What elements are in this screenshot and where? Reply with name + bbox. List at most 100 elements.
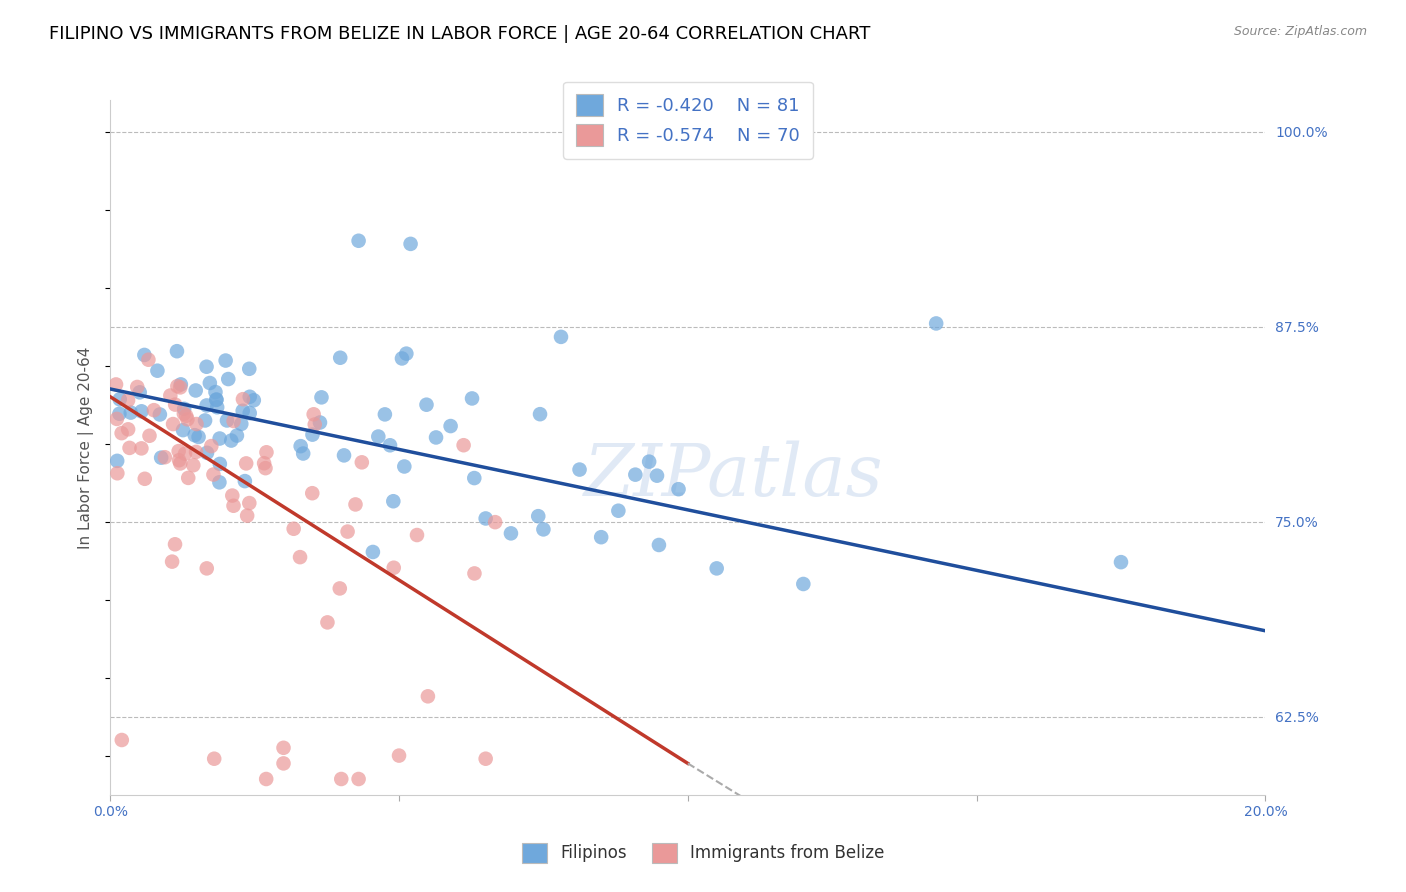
Point — [399, 236, 422, 251]
Point — [231, 417, 253, 431]
Point — [463, 471, 485, 485]
Text: Source: ZipAtlas.com: Source: ZipAtlas.com — [1233, 25, 1367, 38]
Point — [195, 446, 218, 460]
Point — [187, 430, 209, 444]
Point — [138, 429, 160, 443]
Point — [425, 430, 447, 444]
Point — [134, 348, 156, 362]
Point — [177, 471, 200, 485]
Point — [254, 461, 277, 475]
Text: FILIPINO VS IMMIGRANTS FROM BELIZE IN LABOR FORCE | AGE 20-64 CORRELATION CHART: FILIPINO VS IMMIGRANTS FROM BELIZE IN LA… — [49, 25, 870, 43]
Point — [474, 752, 496, 766]
Point — [347, 234, 370, 248]
Point — [406, 528, 429, 542]
Point — [453, 438, 475, 452]
Point — [304, 417, 326, 432]
Point — [117, 422, 139, 436]
Point — [416, 690, 439, 704]
Point — [329, 351, 352, 365]
Point — [301, 486, 323, 500]
Point — [195, 561, 218, 575]
Point — [127, 380, 149, 394]
Point — [463, 566, 485, 581]
Point — [142, 403, 165, 417]
Point — [205, 392, 228, 407]
Point — [316, 615, 339, 630]
Point — [533, 522, 555, 536]
Point — [163, 537, 186, 551]
Point — [527, 509, 550, 524]
Point — [309, 416, 332, 430]
Point — [173, 401, 195, 416]
Point — [648, 538, 671, 552]
Point — [134, 472, 156, 486]
Point — [499, 526, 522, 541]
Point — [374, 408, 396, 422]
Point — [184, 384, 207, 398]
Point — [202, 467, 225, 482]
Point — [166, 379, 188, 393]
Point — [105, 377, 128, 392]
Point — [172, 423, 194, 437]
Point — [461, 392, 484, 406]
Point — [361, 545, 384, 559]
Point — [174, 409, 197, 423]
Point — [205, 401, 228, 415]
Point — [256, 445, 278, 459]
Point — [208, 457, 231, 471]
Point — [111, 426, 134, 441]
Point — [568, 462, 591, 476]
Point — [131, 404, 153, 418]
Point — [239, 406, 262, 420]
Point — [484, 515, 506, 529]
Point — [607, 504, 630, 518]
Point — [219, 434, 242, 448]
Point — [108, 407, 131, 421]
Point — [205, 392, 228, 407]
Point — [146, 364, 169, 378]
Point — [183, 428, 205, 442]
Point — [184, 445, 207, 459]
Legend: Filipinos, Immigrants from Belize: Filipinos, Immigrants from Belize — [512, 832, 894, 873]
Point — [232, 392, 254, 407]
Point — [105, 412, 128, 426]
Point — [232, 404, 254, 418]
Point — [283, 522, 305, 536]
Point — [344, 498, 367, 512]
Point — [120, 406, 142, 420]
Point — [550, 330, 572, 344]
Point — [474, 511, 496, 525]
Point — [236, 508, 259, 523]
Point — [131, 442, 153, 456]
Point — [162, 417, 184, 431]
Point — [367, 429, 389, 443]
Point — [160, 555, 183, 569]
Point — [169, 457, 191, 471]
Point — [118, 441, 141, 455]
Point — [302, 407, 325, 421]
Point — [153, 450, 176, 465]
Point — [668, 482, 690, 496]
Point — [591, 530, 613, 544]
Point — [195, 359, 218, 374]
Point — [925, 317, 948, 331]
Point — [382, 494, 405, 508]
Point — [108, 392, 131, 407]
Point — [105, 467, 128, 481]
Point — [215, 413, 238, 427]
Point — [288, 550, 311, 565]
Point — [186, 417, 208, 431]
Point — [222, 499, 245, 513]
Point — [173, 407, 195, 421]
Point — [311, 390, 333, 404]
Point — [208, 475, 231, 490]
Point — [239, 390, 262, 404]
Y-axis label: In Labor Force | Age 20-64: In Labor Force | Age 20-64 — [79, 346, 94, 549]
Point — [235, 457, 257, 471]
Point — [638, 455, 661, 469]
Point — [391, 351, 413, 366]
Point — [378, 438, 401, 452]
Point — [290, 439, 312, 453]
Point — [214, 353, 236, 368]
Point — [226, 428, 249, 442]
